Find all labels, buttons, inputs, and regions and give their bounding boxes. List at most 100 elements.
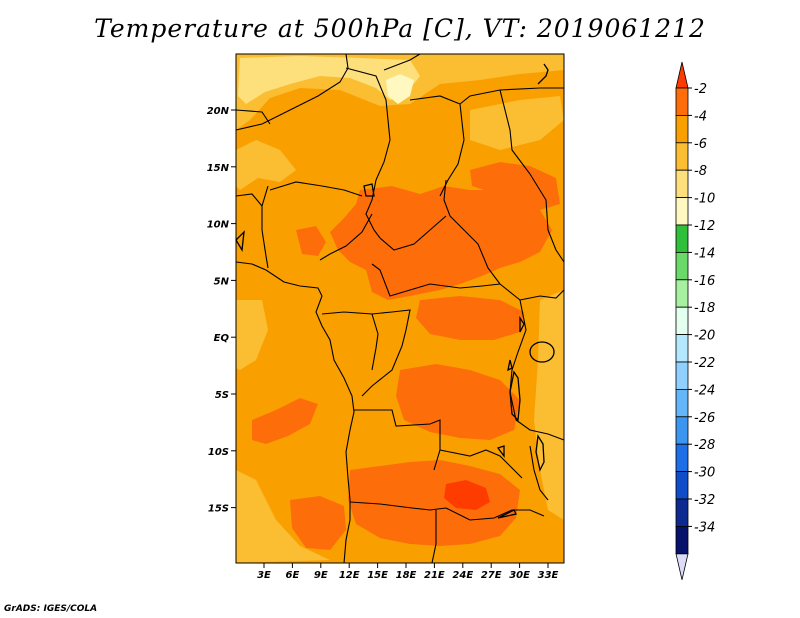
border-car-south <box>371 263 501 297</box>
colorbar-segment <box>675 169 689 198</box>
warm-region-drc-north <box>416 296 524 340</box>
colorbar-top-arrow <box>675 61 689 89</box>
colorbar-label: -34 <box>694 520 715 535</box>
lake-kariba <box>497 509 517 519</box>
border-namibia-botswana <box>431 510 437 564</box>
lon-tick-label: 30E <box>509 570 530 581</box>
cool-region-gulf-guinea <box>236 300 268 370</box>
cool-region-south-atlantic <box>236 470 330 563</box>
colorbar-bottom-arrow <box>675 553 689 580</box>
border-uganda-kenya <box>519 289 565 301</box>
lon-tick-label: 12E <box>339 570 360 581</box>
border-angola-south <box>349 501 447 511</box>
border-burkina <box>235 193 263 207</box>
hot-region-zambia-core <box>444 480 490 510</box>
lat-tick-label: 20N <box>207 106 230 117</box>
coastline-west-africa <box>235 261 355 564</box>
map-frame <box>235 53 565 564</box>
footer-credit: GrADS: IGES/COLA <box>4 604 98 614</box>
red-sea-coast <box>537 63 549 85</box>
border-ethiopia-south <box>547 229 565 263</box>
border-libya-west <box>345 67 391 181</box>
colorbar-label: -20 <box>694 329 715 344</box>
colorbar-segment <box>675 471 689 500</box>
lon-tick-label: 33E <box>538 570 559 581</box>
map-panel: 20N 15N 10N 5N EQ 5S 10S 15S 3E 6E 9E 12E 15E 18E 21E… <box>207 53 565 581</box>
colorbar-label: -26 <box>694 411 715 426</box>
border-congo-drc <box>361 309 411 397</box>
colorbar-label: -4 <box>694 109 707 124</box>
colorbar-segment <box>675 224 689 253</box>
lon-tick-label: 3E <box>257 570 271 581</box>
border-nigeria-north <box>269 181 363 197</box>
lake-victoria <box>529 341 555 363</box>
colorbar-label: -30 <box>694 466 715 481</box>
lat-tick-label: 5N <box>214 276 230 287</box>
lat-tick-label: EQ <box>214 333 230 344</box>
lake-mweru <box>496 445 505 458</box>
border-cameroon-gabon <box>321 311 379 371</box>
lat-tick-label: 10S <box>208 447 229 458</box>
border-tanzania-mozambique <box>515 419 565 441</box>
warm-region-namibia <box>290 496 346 550</box>
border-chad-sudan <box>443 179 501 285</box>
lon-tick-label: 21E <box>424 570 445 581</box>
colorbar-label: -10 <box>694 192 715 207</box>
colorbar-label: -6 <box>694 137 707 152</box>
colorbar: -2 -4 -6 -8 -10 -12 -14 -16 -18 -20 -22 -24 -26 -28 -3… <box>675 61 715 580</box>
lake-tanganyika <box>509 370 521 422</box>
colorbar-segment <box>675 87 689 116</box>
warm-region-chad-car <box>330 186 552 300</box>
warm-region-drc-central <box>396 364 520 440</box>
border-nigeria-east <box>319 213 373 261</box>
colorbar-label: -22 <box>694 356 715 371</box>
lakes <box>235 63 555 519</box>
colorbar-label: -18 <box>694 301 715 316</box>
cool-region-libya-pale <box>386 74 414 104</box>
colorbar-segment <box>675 115 689 144</box>
lat-tick-label: 15S <box>208 504 229 515</box>
warm-region-sudan-east <box>470 162 560 210</box>
lake-albert <box>519 315 525 333</box>
lake-malawi <box>535 434 545 472</box>
lake-volta <box>235 230 245 252</box>
colorbar-segment <box>675 416 689 445</box>
chart-title: Temperature at 500hPa [C], VT: 201906121… <box>94 14 706 43</box>
lon-tick-label: 15E <box>367 570 388 581</box>
warm-region-zambia <box>348 460 520 546</box>
colorbar-label: -32 <box>694 493 715 508</box>
border-zimbabwe <box>445 507 545 521</box>
lat-tick-label: 15N <box>207 163 230 174</box>
border-libya-egypt <box>383 53 421 71</box>
boundaries <box>235 53 565 564</box>
border-sudan-ethiopia <box>499 89 549 231</box>
colorbar-label: -24 <box>694 383 715 398</box>
border-malawi <box>529 445 549 501</box>
colorbar-segment <box>675 279 689 308</box>
border-zambia <box>439 449 523 479</box>
lat-tick-label: 10N <box>207 220 230 231</box>
colorbar-segment <box>675 498 689 527</box>
warm-region-nigeria <box>296 226 326 256</box>
colorbar-label: -16 <box>694 274 715 289</box>
colorbar-segment <box>675 388 689 418</box>
colorbar-segment <box>675 251 689 281</box>
colorbar-label: -2 <box>694 82 707 97</box>
lake-kivu <box>507 359 513 372</box>
lat-tick-label: 5S <box>215 390 229 401</box>
cool-region-sudan <box>470 96 564 150</box>
lon-tick-label: 18E <box>396 570 417 581</box>
border-libya-chad <box>409 95 465 197</box>
lake-chad <box>363 183 375 197</box>
warm-region-angola-coast <box>252 398 318 444</box>
colorbar-label: -14 <box>694 246 715 261</box>
colorbar-label: -28 <box>694 438 715 453</box>
lon-tick-label: 27E <box>481 570 502 581</box>
border-angola-north <box>354 409 441 471</box>
lon-tick-label: 9E <box>314 570 328 581</box>
border-chad-car <box>379 215 447 251</box>
colorbar-segment <box>675 197 689 226</box>
lon-tick-label: 6E <box>286 570 300 581</box>
border-mauritania-mali <box>235 109 271 125</box>
